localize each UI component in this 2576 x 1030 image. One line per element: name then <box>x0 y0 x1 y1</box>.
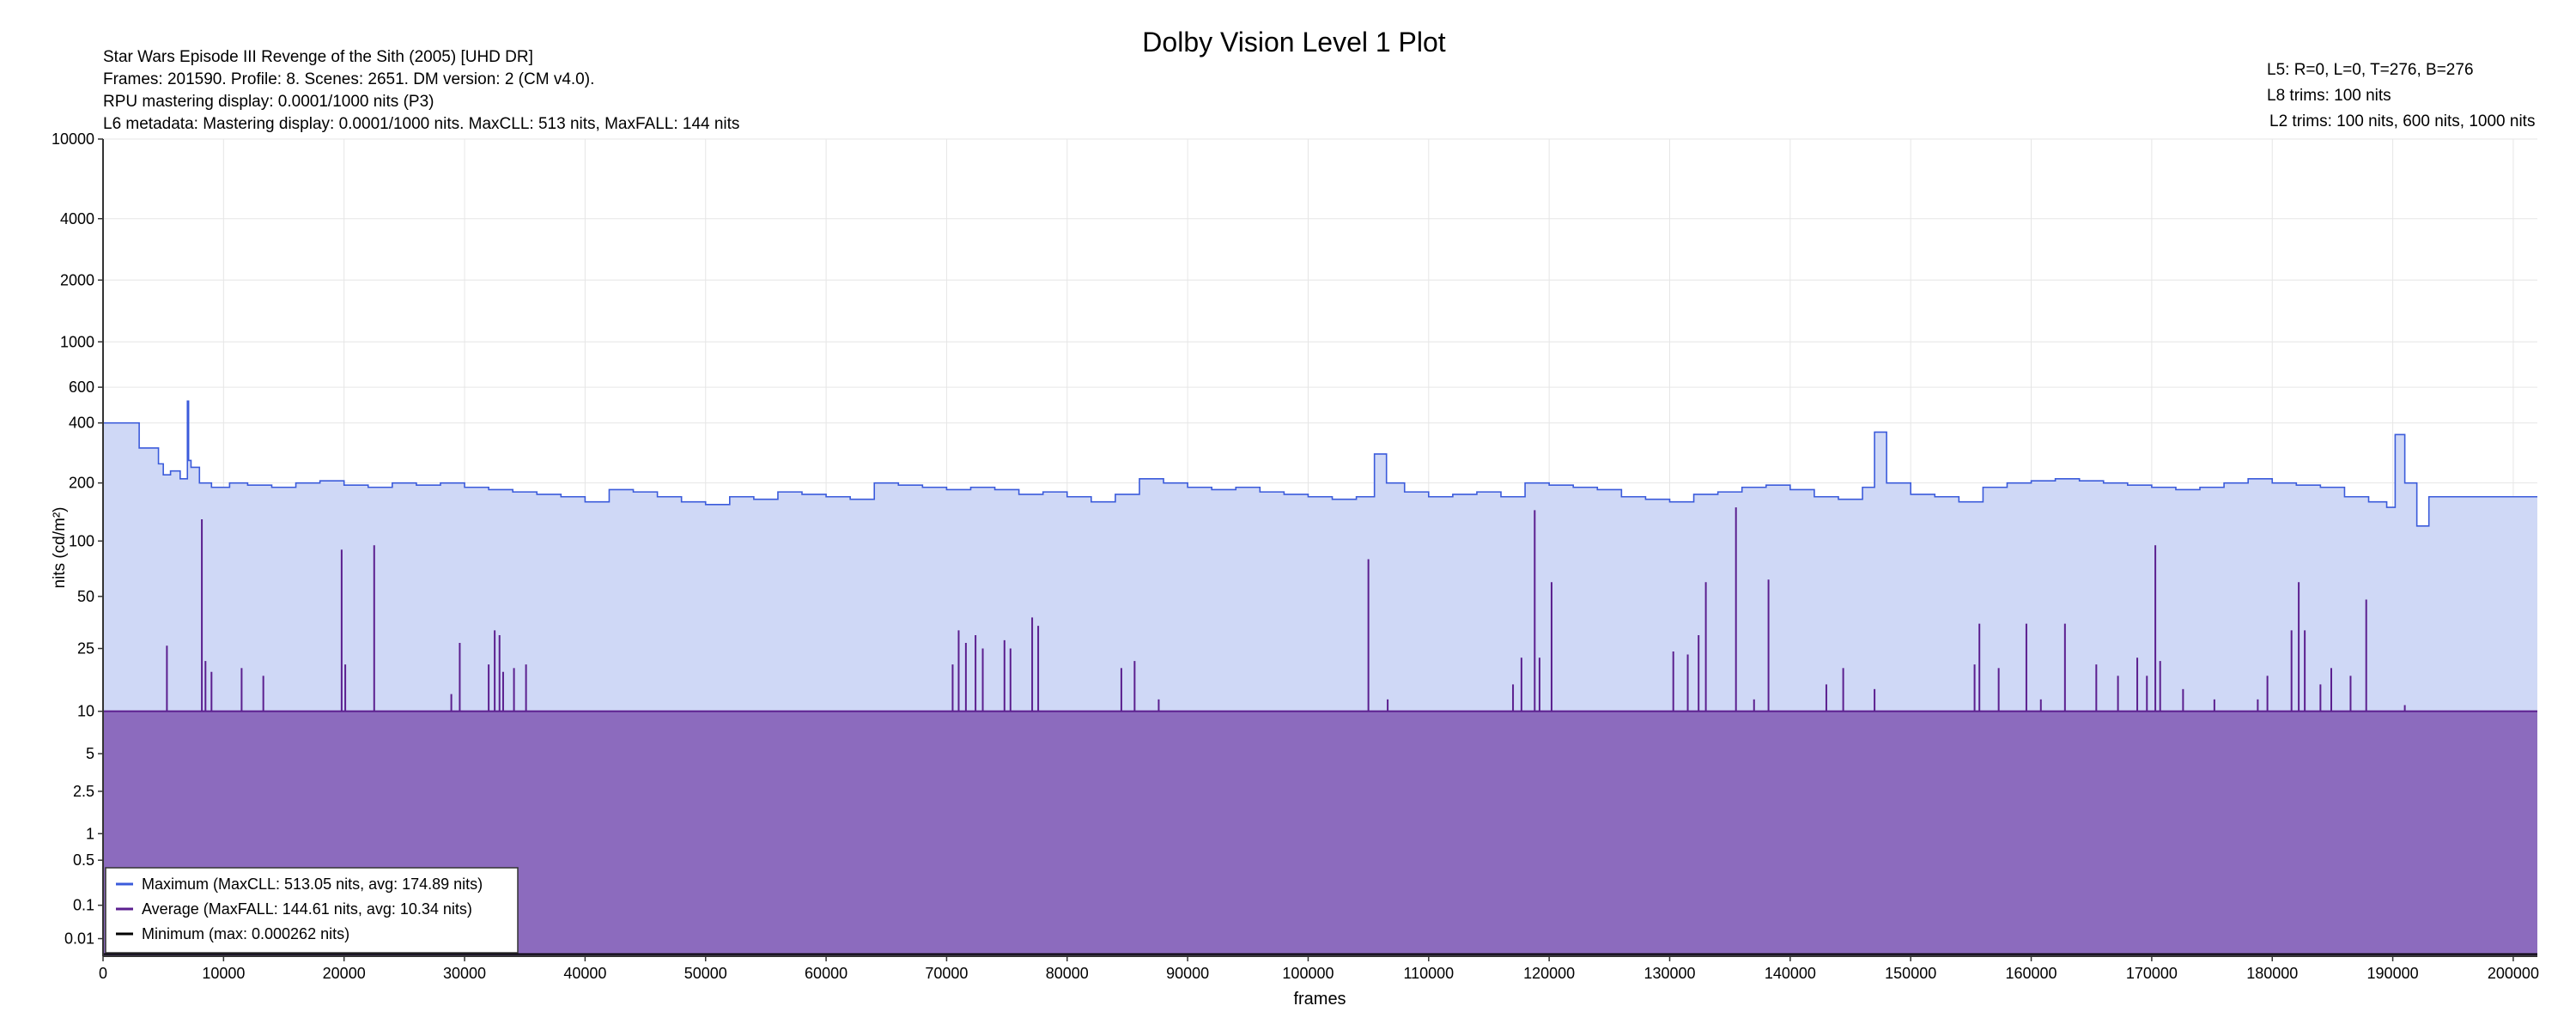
x-tick-label-0: 0 <box>99 965 107 982</box>
x-tick-label-20: 200000 <box>2488 965 2539 982</box>
maximum-line <box>103 400 2537 527</box>
legend-label-average: Average (MaxFALL: 144.61 nits, avg: 10.3… <box>142 900 472 918</box>
x-tick-label-16: 160000 <box>2006 965 2057 982</box>
info-left-line-3: RPU mastering display: 0.0001/1000 nits … <box>103 93 434 111</box>
x-tick-label-19: 190000 <box>2367 965 2419 982</box>
info-right-line-3: L2 trims: 100 nits, 600 nits, 1000 nits <box>2269 112 2535 130</box>
x-tick-label-12: 120000 <box>1523 965 1575 982</box>
x-tick-label-9: 90000 <box>1166 965 1209 982</box>
y-tick-label-2: 0.5 <box>73 851 94 869</box>
x-tick-label-2: 20000 <box>323 965 366 982</box>
info-right-line-1: L5: R=0, L=0, T=276, B=276 <box>2267 61 2474 79</box>
x-tick-label-14: 140000 <box>1765 965 1816 982</box>
y-tick-label-7: 25 <box>77 640 94 657</box>
x-tick-label-7: 70000 <box>925 965 968 982</box>
axes <box>102 139 2537 957</box>
x-axis-label: frames <box>1293 990 1346 1009</box>
y-tick-label-6: 10 <box>77 703 94 720</box>
y-tick-label-9: 100 <box>69 532 94 549</box>
y-tick-label-14: 2000 <box>60 271 94 288</box>
info-right-line-2: L8 trims: 100 nits <box>2267 87 2391 105</box>
legend-label-maximum: Maximum (MaxCLL: 513.05 nits, avg: 174.8… <box>142 876 483 893</box>
legend-label-minimum: Minimum (max: 0.000262 nits) <box>142 925 349 942</box>
x-ticks: 0 10000 20000 30000 40000 50000 60000 70000 8000… <box>99 956 2539 982</box>
x-tick-label-17: 170000 <box>2126 965 2178 982</box>
info-left-line-2: Frames: 201590. Profile: 8. Scenes: 2651… <box>103 70 594 88</box>
y-axis-label: nits (cd/m²) <box>51 507 69 589</box>
legend: Maximum (MaxCLL: 513.05 nits, avg: 174.8… <box>105 867 519 954</box>
chart-title: Dolby Vision Level 1 Plot <box>1142 27 1446 58</box>
y-tick-label-16: 10000 <box>52 130 94 148</box>
y-tick-label-0: 0.01 <box>64 930 94 948</box>
info-left-line-4: L6 metadata: Mastering display: 0.0001/1… <box>103 115 739 133</box>
y-tick-label-15: 4000 <box>60 210 94 227</box>
x-tick-label-4: 40000 <box>563 965 606 982</box>
y-tick-label-12: 600 <box>69 379 94 396</box>
x-tick-label-6: 60000 <box>805 965 848 982</box>
legend-box <box>105 867 519 954</box>
x-tick-label-3: 30000 <box>443 965 486 982</box>
x-tick-label-8: 80000 <box>1046 965 1089 982</box>
x-tick-label-11: 110000 <box>1403 965 1454 982</box>
y-tick-label-3: 1 <box>86 825 94 842</box>
y-ticks: 0.01 0.1 0.5 1 2.5 5 10 25 50 100 200 400 600 1000 200… <box>52 130 103 948</box>
x-tick-label-18: 180000 <box>2246 965 2298 982</box>
info-right: L5: R=0, L=0, T=276, B=276 L8 trims: 100… <box>2267 61 2535 130</box>
x-tick-label-13: 130000 <box>1643 965 1695 982</box>
x-tick-label-15: 150000 <box>1885 965 1936 982</box>
y-tick-label-1: 0.1 <box>73 897 94 914</box>
info-left: Star Wars Episode III Revenge of the Sit… <box>103 48 739 133</box>
y-tick-label-11: 400 <box>69 415 94 432</box>
y-tick-label-5: 5 <box>86 745 94 762</box>
x-tick-label-5: 50000 <box>684 965 727 982</box>
y-tick-label-8: 50 <box>77 588 94 605</box>
info-left-line-1: Star Wars Episode III Revenge of the Sit… <box>103 48 533 66</box>
x-tick-label-10: 100000 <box>1282 965 1334 982</box>
y-tick-label-10: 200 <box>69 475 94 492</box>
x-tick-label-1: 10000 <box>202 965 245 982</box>
y-tick-label-13: 1000 <box>60 333 94 350</box>
y-tick-label-4: 2.5 <box>73 783 94 800</box>
